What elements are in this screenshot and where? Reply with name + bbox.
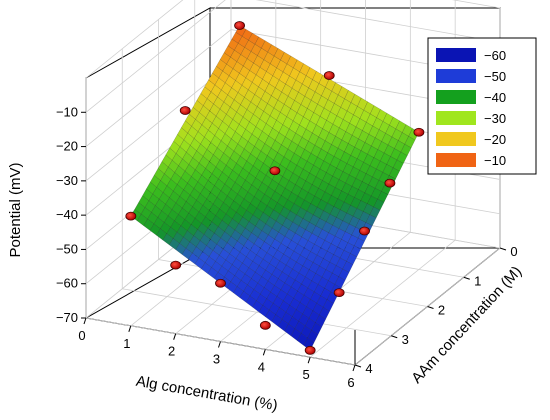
legend-swatch bbox=[436, 90, 476, 104]
z-tick-label: −40 bbox=[56, 207, 78, 222]
data-point bbox=[384, 178, 396, 188]
z-axis-label: Potential (mV) bbox=[7, 162, 24, 257]
x-tick-mark bbox=[218, 341, 221, 348]
surface-facet bbox=[400, 143, 412, 156]
legend-swatch bbox=[436, 48, 476, 62]
response-surface bbox=[130, 25, 420, 351]
data-point bbox=[359, 226, 370, 236]
data-point bbox=[234, 21, 245, 30]
x-tick-label: 0 bbox=[78, 328, 85, 343]
data-point bbox=[259, 320, 271, 330]
y-tick-mark bbox=[499, 247, 507, 251]
z-tick-label: −10 bbox=[56, 104, 78, 119]
legend-swatch bbox=[436, 132, 476, 146]
y-tick-label: 1 bbox=[474, 273, 481, 288]
z-axis-ticks: −10 −20 −30 −40 −50 −60 −70 bbox=[56, 104, 86, 325]
x-tick-mark bbox=[262, 349, 266, 356]
y-tick-label: 3 bbox=[402, 332, 409, 347]
y-tick-mark bbox=[354, 364, 362, 368]
legend-swatch bbox=[436, 69, 476, 83]
legend: −60 −50 −40 −30 −20 −10 bbox=[427, 37, 537, 175]
x-tick-label: 4 bbox=[258, 359, 265, 374]
legend-label: −60 bbox=[484, 48, 506, 63]
z-gridline bbox=[85, 0, 501, 79]
legend-swatch bbox=[436, 111, 476, 125]
legend-label: −20 bbox=[484, 132, 506, 147]
data-point bbox=[269, 166, 281, 176]
z-tick-label: −60 bbox=[56, 276, 78, 291]
x-tick-mark bbox=[352, 364, 356, 372]
z-tick-label: −50 bbox=[56, 241, 78, 256]
surface-facet bbox=[365, 214, 377, 226]
z-tick-label: −20 bbox=[56, 139, 78, 154]
x-axis-ticks: 0 1 2 3 4 5 6 bbox=[78, 317, 356, 390]
data-point bbox=[413, 127, 425, 137]
legend-label: −40 bbox=[484, 90, 506, 105]
y-axis-label: AAm concentration (M) bbox=[408, 263, 525, 387]
legend-swatch bbox=[436, 153, 476, 167]
x-tick-label: 2 bbox=[168, 344, 175, 359]
data-point bbox=[170, 260, 182, 270]
y-tick-label: 4 bbox=[365, 361, 372, 376]
surface-facet bbox=[346, 253, 358, 265]
data-point bbox=[323, 71, 335, 80]
legend-label: −30 bbox=[484, 111, 506, 126]
x-tick-label: 6 bbox=[347, 375, 354, 390]
y-tick-mark bbox=[463, 276, 470, 280]
y-tick-mark bbox=[391, 335, 398, 339]
x-tick-mark bbox=[128, 325, 132, 332]
x-tick-label: 1 bbox=[123, 336, 130, 351]
data-point bbox=[304, 345, 316, 355]
legend-label: −10 bbox=[484, 153, 506, 168]
data-point bbox=[333, 288, 345, 298]
data-point bbox=[125, 211, 137, 221]
surface-facet bbox=[373, 198, 385, 211]
surface-facet bbox=[342, 261, 354, 273]
x-tick-mark bbox=[173, 333, 177, 340]
z-tick-label: −30 bbox=[56, 173, 78, 188]
y-tick-mark bbox=[427, 306, 434, 309]
y-tick-label: 0 bbox=[510, 244, 517, 259]
data-point bbox=[179, 106, 191, 115]
x-tick-mark bbox=[307, 357, 311, 364]
x-tick-label: 5 bbox=[303, 367, 310, 382]
y-axis-ticks: 0 1 2 3 4 bbox=[354, 244, 518, 376]
surface-facet bbox=[311, 322, 323, 336]
x-tick-mark bbox=[83, 317, 87, 325]
z-tick-label: −70 bbox=[56, 310, 78, 325]
surface-facet bbox=[319, 307, 330, 320]
data-point bbox=[215, 278, 226, 288]
experimental-points bbox=[125, 21, 425, 355]
x-axis-label: Alg concentration (%) bbox=[135, 373, 279, 415]
x-tick-label: 3 bbox=[213, 352, 220, 367]
legend-label: −50 bbox=[484, 69, 506, 84]
y-tick-label: 2 bbox=[438, 303, 445, 318]
